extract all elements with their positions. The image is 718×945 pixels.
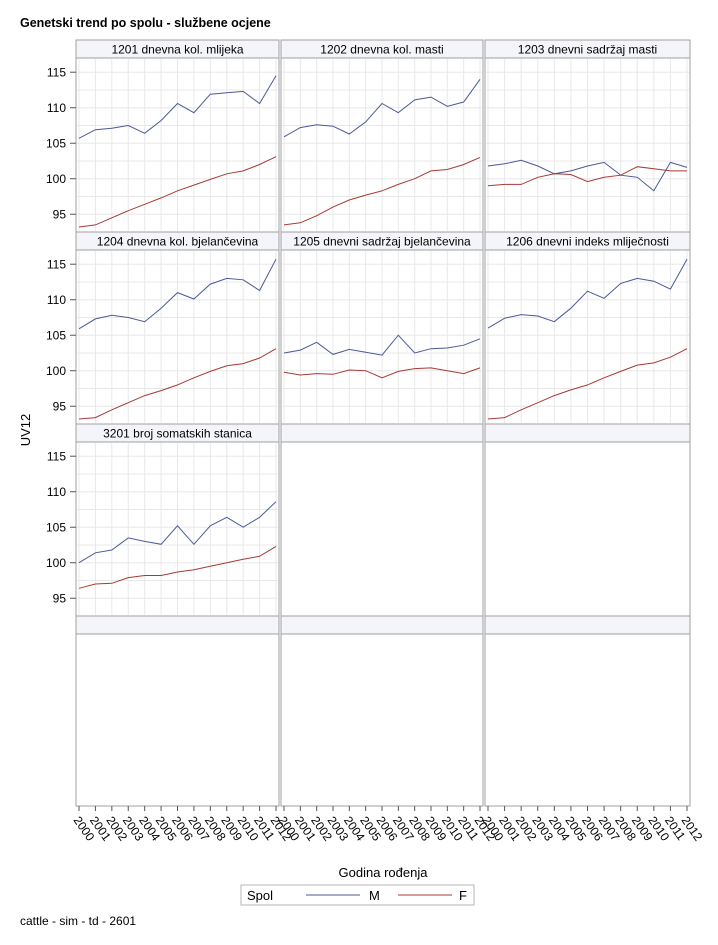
legend-label-F: F [459,888,467,903]
series-line-F-panel-6 [487,348,688,420]
y-tick-label: 100 [46,172,66,186]
series-line-M-panel-4 [78,258,277,330]
series-line-M-panel-3 [487,159,688,192]
y-tick-label: 95 [53,592,67,606]
chart-title: Genetski trend po spolu - službene ocjen… [20,16,271,30]
panel-frame-8 [280,441,484,617]
y-tick-label: 100 [46,364,66,378]
series-line-F-panel-3 [487,166,687,187]
panel-header-9 [484,423,691,443]
series-line-F-panel-7 [78,545,277,589]
series-line-M-panel-5 [283,334,481,356]
series-line-M-panel-1 [78,75,277,139]
series-line-M-panel-7 [78,501,277,564]
panel-title-5: 1205 dnevni sadržaj bjelančevina [293,235,471,249]
y-tick-label: 115 [47,450,66,464]
panel-frame-10 [75,633,280,807]
panel-4 [77,251,278,423]
legend-label-M: M [369,888,380,903]
footnote: cattle - sim - td - 2601 [20,914,136,928]
y-tick-label: 115 [47,258,66,272]
series-line-F-panel-4 [78,348,277,420]
panel-title-4: 1204 dnevna kol. bjelančevina [97,235,259,249]
panel-1 [77,59,278,231]
panel-header-12 [484,615,691,635]
panel-border-7 [75,441,280,617]
panel-2 [282,59,482,231]
panel-title-6: 1206 dnevni indeks mliječnosti [506,235,669,249]
series-line-M-panel-2 [283,79,481,138]
panel-3 [486,59,689,231]
y-tick-label: 105 [46,137,66,151]
series-line-F-panel-1 [78,156,277,228]
panel-border-1 [75,57,280,233]
y-tick-label: 100 [46,556,66,570]
panel-title-1: 1201 dnevna kol. mlijeka [111,43,243,57]
y-axis-label: UV12 [18,414,33,447]
panel-frame-9 [484,441,691,617]
panel-border-5 [280,249,484,425]
panel-title-2: 1202 dnevna kol. masti [320,43,443,57]
panel-header-10 [75,615,280,635]
y-tick-label: 95 [53,208,67,222]
y-tick-label: 110 [47,485,66,499]
panel-frame-11 [280,633,484,807]
panel-5 [282,251,482,423]
panel-frame-12 [484,633,691,807]
panel-border-3 [484,57,691,233]
panel-border-2 [280,57,484,233]
panel-title-3: 1203 dnevni sadržaj masti [518,43,657,57]
panel-header-11 [280,615,484,635]
panel-border-6 [484,249,691,425]
y-tick-label: 110 [47,293,66,307]
panel-title-7: 3201 broj somatskih stanica [103,427,252,441]
legend: Spol M F [240,884,475,906]
panel-border-4 [75,249,280,425]
y-tick-label: 95 [53,400,67,414]
y-tick-label: 105 [46,521,66,535]
y-tick-label: 110 [47,101,66,115]
panel-7 [77,443,278,615]
series-line-M-panel-6 [487,258,688,329]
y-tick-label: 115 [47,66,66,80]
x-axis-label: Godina rođenja [339,865,429,880]
legend-title: Spol [247,888,273,903]
panel-6 [486,251,689,423]
panel-header-8 [280,423,484,443]
series-line-F-panel-2 [283,156,481,226]
series-line-F-panel-5 [283,367,481,379]
y-tick-label: 105 [46,329,66,343]
